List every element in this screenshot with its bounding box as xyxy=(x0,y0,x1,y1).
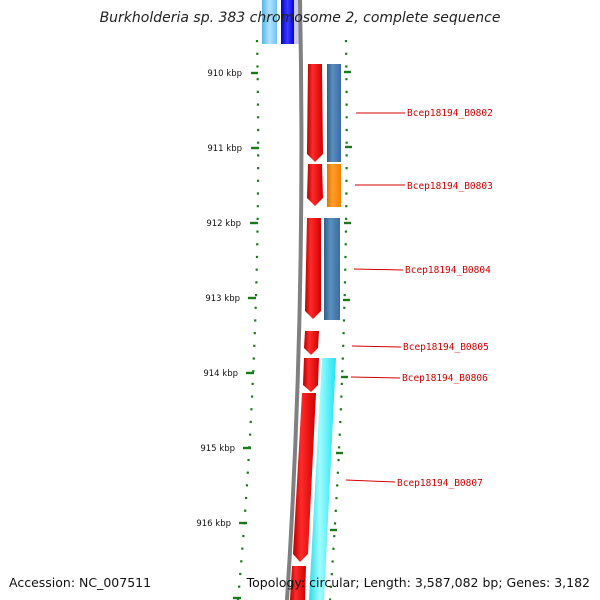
tick-label-916: 916 kbp xyxy=(196,519,231,529)
tick-label-911: 911 kbp xyxy=(207,144,242,154)
feature-bar-b0807 xyxy=(309,358,336,600)
tick-label-910: 910 kbp xyxy=(207,69,242,79)
feature-bar-b0803 xyxy=(327,164,341,207)
feature-bar-b0802 xyxy=(327,64,341,162)
inner-dotted-guide xyxy=(328,39,348,600)
tick-label-915: 915 kbp xyxy=(200,444,235,454)
accession-text: Accession: NC_007511 xyxy=(9,575,152,590)
gene-label-b0807: Bcep18194_B0807 xyxy=(397,478,483,489)
leader-line-b0804 xyxy=(353,268,404,271)
cds-arrow-b0803 xyxy=(307,164,323,206)
cds-arrow-b0804 xyxy=(305,218,321,319)
map-title: Burkholderia sp. 383 chromosome 2, compl… xyxy=(99,10,501,26)
scale-ticks-left xyxy=(233,71,259,600)
gene-label-b0803: Bcep18194_B0803 xyxy=(407,181,493,192)
topology-text: Topology: circular; Length: 3,587,082 bp… xyxy=(246,575,590,590)
cds-arrow-b0805 xyxy=(304,331,319,355)
tick-label-912: 912 kbp xyxy=(206,219,241,229)
gene-label-b0804: Bcep18194_B0804 xyxy=(405,265,491,276)
scale-ticks-right xyxy=(330,70,352,532)
leader-line-b0805 xyxy=(351,345,402,348)
cds-arrow-b0807 xyxy=(293,393,316,562)
top-feature-lavender xyxy=(294,0,302,44)
top-feature-blue xyxy=(281,0,294,44)
cds-arrow-b0806 xyxy=(303,358,319,392)
feature-bar-b0804 xyxy=(324,218,340,320)
sequence-backbone xyxy=(285,0,304,600)
gene-label-b0805: Bcep18194_B0805 xyxy=(403,342,489,353)
leader-line-b0806 xyxy=(350,376,401,379)
tick-label-914: 914 kbp xyxy=(203,369,238,379)
tick-label-913: 913 kbp xyxy=(205,294,240,304)
leader-line-b0807 xyxy=(345,479,396,483)
gene-label-b0802: Bcep18194_B0802 xyxy=(407,108,493,119)
cds-arrow-next xyxy=(290,566,306,600)
cds-arrow-b0802 xyxy=(307,64,323,162)
gene-label-b0806: Bcep18194_B0806 xyxy=(402,373,488,384)
outer-dotted-guide xyxy=(236,39,260,600)
top-feature-lightblue xyxy=(262,0,277,44)
